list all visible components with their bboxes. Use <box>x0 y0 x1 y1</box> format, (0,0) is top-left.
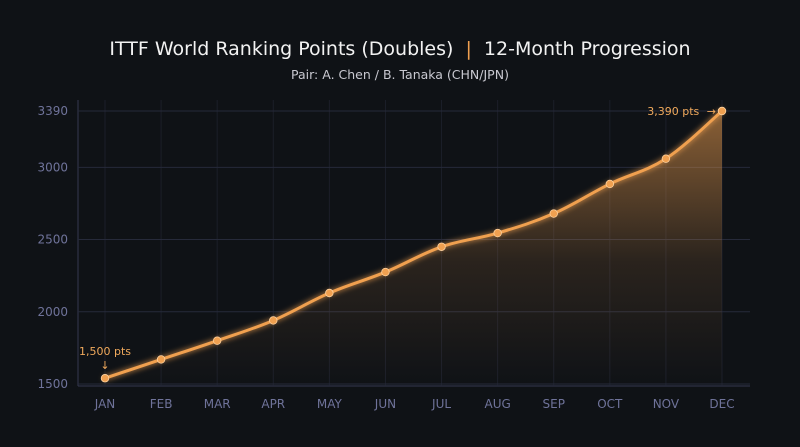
x-tick-label: AUG <box>484 397 510 411</box>
x-tick-label: DEC <box>709 397 734 411</box>
data-point <box>605 179 615 189</box>
y-tick-label: 3000 <box>37 160 68 174</box>
area-layer <box>105 111 722 386</box>
y-tick-label: 2500 <box>37 233 68 247</box>
x-tick-label: FEB <box>150 397 173 411</box>
data-point <box>156 355 166 364</box>
x-tick-label: SEP <box>543 397 565 411</box>
points-layer <box>100 106 727 383</box>
annotation-start-arrow: ↓ <box>100 359 109 372</box>
chart-title-secondary: 12-Month Progression <box>484 38 691 60</box>
data-point <box>269 316 278 325</box>
chart-title: ITTF World Ranking Points (Doubles) | 12… <box>109 38 690 60</box>
chart-title-separator: | <box>465 38 471 60</box>
data-point <box>100 374 110 383</box>
chart-subtitle: Pair: A. Chen / B. Tanaka (CHN/JPN) <box>291 67 509 82</box>
chart-title-main: ITTF World Ranking Points (Doubles) <box>109 38 453 60</box>
x-tick-label: MAY <box>317 397 343 411</box>
x-tick-label: OCT <box>597 397 623 411</box>
x-tick-label: MAR <box>204 397 231 411</box>
y-tick-labels: 1500 2000 2500 3000 3390 <box>37 104 68 391</box>
y-tick-label: 1500 <box>37 377 68 391</box>
x-tick-label: JUN <box>374 397 396 411</box>
data-point <box>212 336 222 345</box>
data-point <box>493 228 502 238</box>
y-tick-label: 3390 <box>37 104 68 118</box>
x-tick-label: JUL <box>431 397 451 411</box>
annotation-end: 3,390 pts → <box>647 105 716 118</box>
data-point <box>381 267 390 277</box>
y-tick-label: 2000 <box>37 305 68 319</box>
annotation-end-arrow: → <box>707 105 716 118</box>
data-point <box>437 242 446 251</box>
data-point <box>717 106 727 116</box>
data-point <box>325 288 334 298</box>
annotation-end-label: 3,390 pts <box>647 105 699 118</box>
data-point <box>661 154 671 163</box>
x-tick-label: JAN <box>94 397 116 411</box>
x-tick-label: NOV <box>653 397 680 411</box>
series-area <box>105 111 722 386</box>
annotation-start-label: 1,500 pts <box>79 345 131 358</box>
x-tick-labels: JAN FEB MAR APR MAY JUN JUL AUG SEP OCT NOV DEC <box>94 397 735 411</box>
x-tick-label: APR <box>261 397 285 411</box>
data-point <box>549 209 558 218</box>
